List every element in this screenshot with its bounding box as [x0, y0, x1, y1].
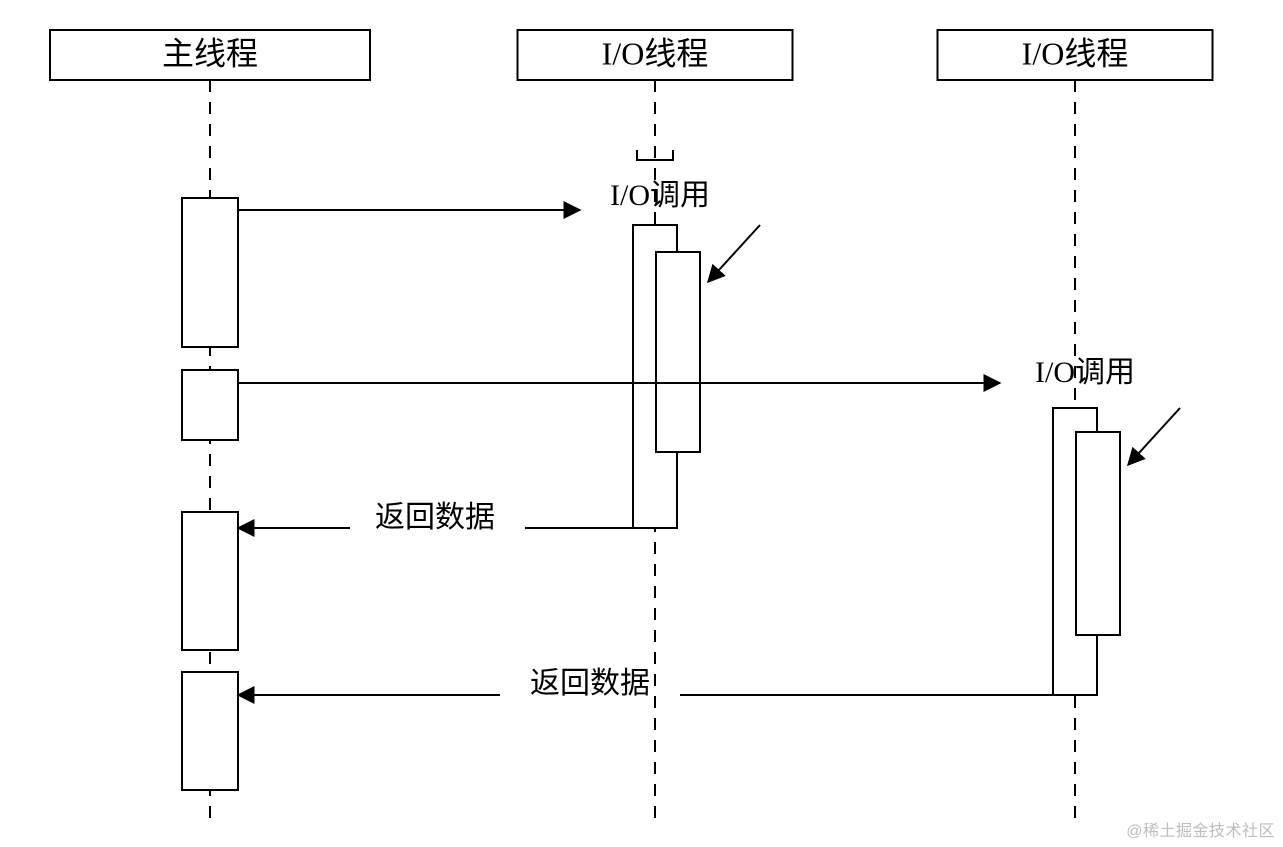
activation-main-1: [182, 370, 238, 440]
activation-inner-io2: [1076, 432, 1120, 635]
self-arrow-io1-inner: [708, 225, 760, 282]
sequence-diagram: 主线程I/O线程I/O线程 I/O调用I/O调用返回数据返回数据: [0, 0, 1283, 847]
activations-layer: [182, 198, 1120, 790]
message-label-call2: I/O调用: [1035, 356, 1135, 389]
activation-main-2: [182, 512, 238, 650]
watermark-text: @稀土掘金技术社区: [1126, 817, 1275, 841]
message-label-return2: 返回数据: [530, 667, 650, 700]
activation-inner-io1: [656, 252, 700, 452]
message-label-call1: I/O调用: [610, 179, 710, 212]
self-arrow-io2-inner: [1128, 408, 1180, 465]
lifeline-label-main: 主线程: [162, 35, 258, 71]
lifeline-label-io2: I/O线程: [1022, 35, 1129, 71]
message-label-return1: 返回数据: [375, 501, 495, 534]
lifeline-label-io1: I/O线程: [602, 35, 709, 71]
annotations-layer: [637, 150, 1180, 465]
activation-main-3: [182, 672, 238, 790]
activation-main-0: [182, 198, 238, 347]
